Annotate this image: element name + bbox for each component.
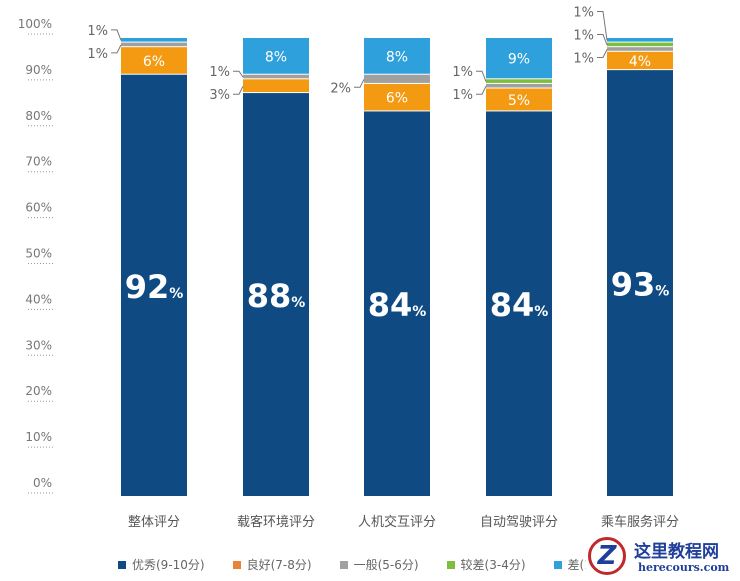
data-label: 5%	[508, 93, 530, 109]
data-label-outside: 1%	[573, 5, 594, 20]
x-tick-label: 整体评分	[128, 515, 180, 530]
bar-segment	[243, 74, 309, 79]
watermark-logo: Z 这里教程网 herecours.com	[586, 535, 736, 579]
data-label: 6%	[143, 54, 165, 70]
legend-swatch	[339, 560, 348, 569]
data-label-outside: 3%	[209, 88, 230, 103]
legend-label: 良好(7-8分)	[246, 558, 312, 572]
bar-segment	[121, 42, 187, 47]
y-tick-label: 60%	[25, 201, 52, 215]
leader-line	[597, 10, 608, 41]
legend-item-bad: 差(1	[553, 556, 592, 573]
bar-segment	[243, 38, 309, 74]
legend-item-good: 良好(7-8分)	[232, 556, 312, 573]
x-tick-label: 人机交互评分	[358, 514, 436, 530]
data-label-main: 84%	[490, 286, 549, 324]
data-label-outside: 1%	[573, 28, 594, 43]
y-tick-label: 70%	[25, 155, 52, 169]
legend-swatch	[232, 560, 241, 569]
bar-segment	[607, 42, 673, 47]
data-label-outside: 1%	[452, 65, 473, 80]
legend-item-excellent: 优秀(9-10分)	[118, 556, 205, 573]
logo-z-icon: Z	[588, 537, 626, 575]
logo-url: herecours.com	[638, 561, 730, 574]
bar-segment	[607, 47, 673, 51]
y-tick-label: 100%	[18, 17, 52, 31]
legend-swatch	[118, 560, 126, 569]
bar-segment	[364, 83, 430, 111]
legend-item-average: 一般(5-6分)	[339, 556, 419, 573]
leader-line	[476, 85, 487, 95]
bar-segment	[121, 74, 187, 496]
data-label-outside: 2%	[330, 81, 351, 96]
data-label: 8%	[265, 49, 287, 65]
data-label-main: 84%	[368, 286, 427, 324]
leader-line	[111, 44, 122, 54]
bar-segment	[364, 111, 430, 496]
bar-segment	[486, 79, 552, 83]
bar-segment	[607, 70, 673, 496]
bar-segment	[364, 74, 430, 83]
data-label: 8%	[386, 49, 408, 65]
legend-label: 差(1	[567, 558, 592, 572]
y-tick-label: 50%	[25, 247, 52, 261]
legend-swatch	[553, 560, 562, 569]
bar-segment	[364, 38, 430, 74]
y-tick-label: 80%	[25, 109, 52, 123]
leader-line	[597, 49, 608, 58]
y-tick-label: 10%	[25, 430, 52, 444]
data-label-outside: 1%	[209, 65, 230, 80]
y-tick-label: 30%	[25, 338, 52, 352]
data-label: 4%	[629, 54, 651, 70]
data-label-main: 92%	[125, 268, 184, 306]
leader-line	[354, 79, 365, 88]
y-tick-label: 20%	[25, 384, 52, 398]
bar-segment	[486, 83, 552, 88]
x-tick-label: 载客环境评分	[237, 514, 315, 530]
data-label-outside: 1%	[87, 24, 108, 39]
y-tick-label: 90%	[25, 63, 52, 77]
data-label-outside: 1%	[87, 47, 108, 62]
bar-segment	[121, 38, 187, 42]
data-label-main: 93%	[611, 266, 670, 304]
bar-segment	[486, 38, 552, 79]
y-tick-label: 0%	[33, 476, 52, 490]
x-tick-label: 自动驾驶评分	[480, 515, 558, 530]
bar-segment	[243, 93, 309, 496]
legend-label: 优秀(9-10分)	[132, 558, 205, 572]
logo-text: 这里教程网	[634, 542, 719, 562]
legend-item-poor: 较差(3-4分)	[446, 556, 526, 573]
leader-line	[111, 29, 122, 41]
leader-line	[476, 70, 487, 82]
bar-segment	[607, 38, 673, 42]
bar-segment	[486, 111, 552, 496]
legend-swatch	[446, 560, 455, 569]
bar-segment	[607, 51, 673, 70]
data-label: 9%	[508, 52, 530, 68]
leader-line	[233, 70, 244, 78]
data-label-outside: 1%	[573, 51, 594, 66]
x-tick-label: 乘车服务评分	[601, 514, 679, 530]
bar-segment	[243, 79, 309, 93]
leader-line	[233, 85, 244, 95]
legend: 优秀(9-10分) 良好(7-8分) 一般(5-6分) 较差(3-4分) 差(1	[118, 556, 592, 573]
leader-line	[597, 33, 608, 46]
data-label: 6%	[386, 91, 408, 107]
bar-segment	[486, 88, 552, 111]
bar-segment	[121, 47, 187, 74]
legend-label: 较差(3-4分)	[460, 558, 526, 572]
data-label-outside: 1%	[452, 88, 473, 103]
data-label-main: 88%	[247, 277, 306, 315]
legend-label: 一般(5-6分)	[353, 558, 419, 572]
y-tick-label: 40%	[25, 292, 52, 306]
